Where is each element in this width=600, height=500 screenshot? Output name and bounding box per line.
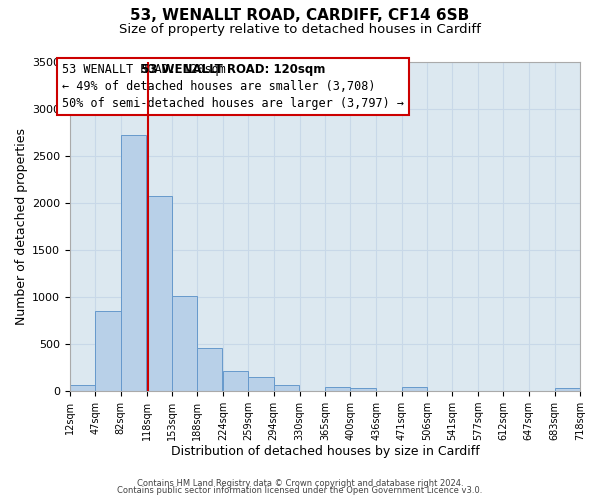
Bar <box>555 388 580 391</box>
Bar <box>95 311 121 391</box>
Bar <box>223 371 248 391</box>
Text: 53, WENALLT ROAD, CARDIFF, CF14 6SB: 53, WENALLT ROAD, CARDIFF, CF14 6SB <box>130 8 470 22</box>
Bar <box>146 196 172 391</box>
Text: Size of property relative to detached houses in Cardiff: Size of property relative to detached ho… <box>119 22 481 36</box>
Bar <box>70 386 95 391</box>
Bar <box>350 388 376 391</box>
Bar <box>274 386 299 391</box>
Text: 53 WENALLT ROAD: 120sqm
← 49% of detached houses are smaller (3,708)
50% of semi: 53 WENALLT ROAD: 120sqm ← 49% of detache… <box>62 63 404 110</box>
Bar <box>197 348 223 391</box>
Bar <box>172 296 197 391</box>
Text: Contains HM Land Registry data © Crown copyright and database right 2024.: Contains HM Land Registry data © Crown c… <box>137 478 463 488</box>
X-axis label: Distribution of detached houses by size in Cardiff: Distribution of detached houses by size … <box>170 444 479 458</box>
Text: 53 WENALLT ROAD: 120sqm: 53 WENALLT ROAD: 120sqm <box>141 63 325 76</box>
Bar <box>401 387 427 391</box>
Bar <box>248 378 274 391</box>
Bar <box>121 135 146 391</box>
Bar <box>325 388 350 391</box>
Text: Contains public sector information licensed under the Open Government Licence v3: Contains public sector information licen… <box>118 486 482 495</box>
Y-axis label: Number of detached properties: Number of detached properties <box>15 128 28 325</box>
